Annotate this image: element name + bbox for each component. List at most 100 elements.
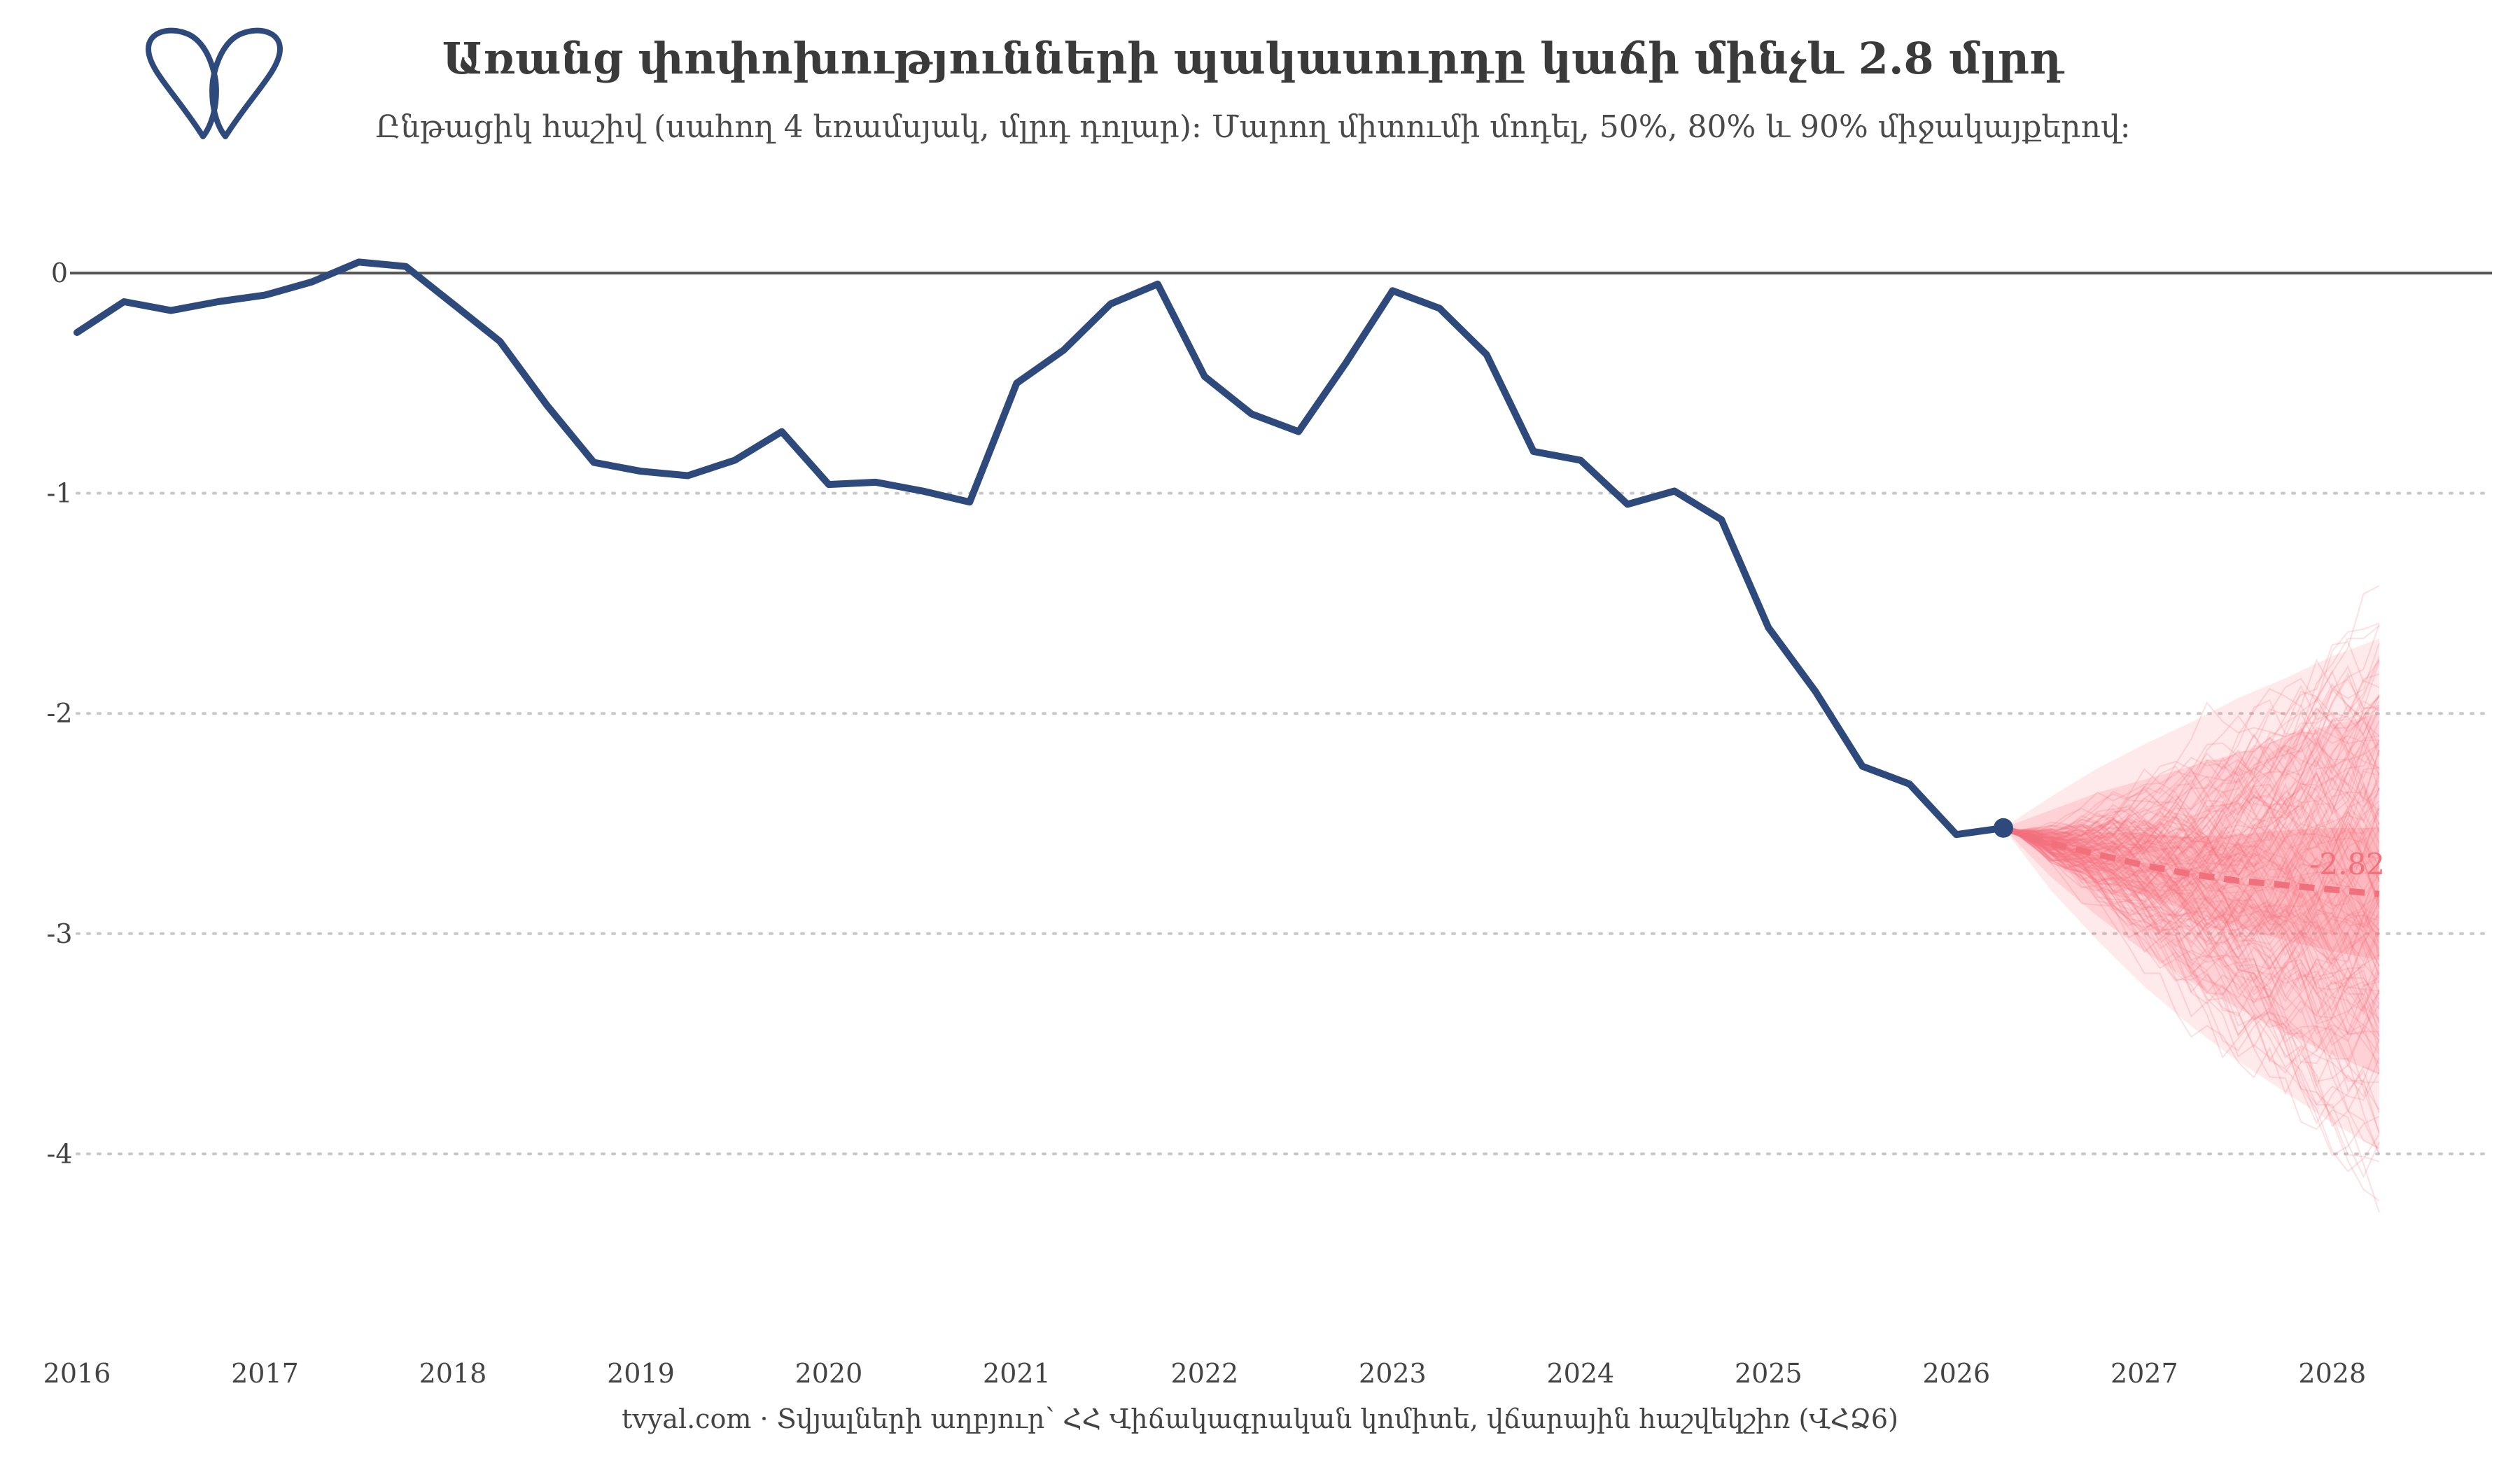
- simulation-path: [2003, 782, 2380, 892]
- simulation-path: [2003, 827, 2380, 942]
- simulation-path: [2003, 827, 2380, 935]
- simulation-path: [2003, 746, 2380, 854]
- simulation-path: [2003, 820, 2380, 1064]
- simulation-path: [2003, 827, 2380, 951]
- simulation-path: [2003, 735, 2380, 874]
- simulation-path: [2003, 827, 2380, 1024]
- simulation-path: [2003, 750, 2380, 852]
- last-observation-point: [1993, 818, 2013, 838]
- simulation-path: [2003, 810, 2380, 884]
- simulation-path: [2003, 827, 2380, 1155]
- simulation-path: [2003, 704, 2380, 853]
- simulation-path: [2003, 696, 2380, 843]
- simulation-path: [2003, 827, 2380, 1202]
- simulation-path: [2003, 708, 2380, 878]
- simulation-path: [2003, 782, 2380, 875]
- simulation-path: [2003, 827, 2380, 948]
- simulation-path: [2003, 820, 2380, 959]
- simulation-path: [2003, 706, 2380, 889]
- y-tick-label: -2: [46, 698, 72, 729]
- simulation-path: [2003, 827, 2380, 1028]
- x-tick-label: 2024: [1547, 1358, 1615, 1389]
- simulation-path: [2003, 827, 2380, 950]
- simulation-path: [2003, 827, 2380, 920]
- simulation-path: [2003, 827, 2380, 986]
- simulation-path: [2003, 810, 2380, 909]
- simulation-path: [2003, 584, 2380, 864]
- simulation-path: [2003, 827, 2380, 1011]
- simulation-path: [2003, 672, 2380, 872]
- simulation-path: [2003, 827, 2380, 1113]
- simulation-path: [2003, 625, 2380, 874]
- tvyal-logo-icon: [146, 27, 283, 139]
- simulation-path: [2003, 827, 2379, 1035]
- simulation-path: [2003, 827, 2380, 947]
- simulation-path: [2003, 673, 2380, 850]
- simulation-path: [2003, 788, 2380, 865]
- simulation-path: [2003, 821, 2380, 908]
- simulation-path: [2003, 827, 2380, 954]
- simulation-path: [2003, 736, 2380, 836]
- simulation-path: [2003, 682, 2380, 855]
- simulation-path: [2003, 827, 2380, 937]
- simulation-path: [2003, 704, 2380, 853]
- simulation-path: [2003, 827, 2380, 1037]
- x-tick-label: 2027: [2110, 1358, 2178, 1389]
- simulation-path: [2003, 771, 2380, 937]
- simulation-path: [2003, 729, 2380, 870]
- simulation-path: [2003, 688, 2380, 845]
- y-axis-ticks: 0 -1 -2 -3 -4: [46, 258, 72, 1169]
- simulation-path: [2003, 640, 2380, 873]
- simulation-path: [2003, 783, 2380, 876]
- simulation-path: [2003, 827, 2380, 1179]
- forecast-band-50: [2003, 827, 2379, 960]
- simulation-path: [2003, 818, 2380, 1000]
- simulation-path: [2003, 827, 2380, 1133]
- simulation-path: [2003, 827, 2380, 1030]
- x-tick-label: 2025: [1735, 1358, 1802, 1389]
- simulation-path: [2003, 695, 2380, 870]
- chart-subtitle: Ընթացիկ հաշիվ (սահող 4 եռամսյակ, մլրդ դո…: [375, 109, 2130, 145]
- simulation-path: [2003, 755, 2380, 878]
- simulation-path: [2003, 827, 2380, 1125]
- simulation-path: [2003, 827, 2380, 1011]
- x-tick-label: 2020: [795, 1358, 863, 1389]
- simulation-path: [2003, 643, 2380, 836]
- simulation-path: [2003, 823, 2380, 922]
- simulation-path: [2003, 745, 2380, 852]
- simulation-path: [2003, 769, 2380, 880]
- simulation-path: [2003, 827, 2380, 1042]
- simulation-path: [2003, 804, 2380, 930]
- simulation-path: [2003, 824, 2380, 931]
- simulation-path: [2003, 827, 2380, 990]
- annotations: -2.82: [2309, 847, 2385, 881]
- simulation-path: [2003, 694, 2380, 843]
- simulation-path: [2003, 827, 2380, 1172]
- simulation-path: [2003, 804, 2380, 967]
- simulation-path: [2003, 701, 2380, 839]
- simulation-path: [2003, 827, 2380, 1088]
- x-axis-ticks: 2016 2017 2018 2019 2020 2021 2022 2023 2024 2025…: [43, 1358, 2367, 1389]
- simulation-path: [2003, 802, 2380, 909]
- simulation-path: [2003, 827, 2380, 1106]
- simulation-path: [2003, 827, 2380, 995]
- forecast-band-80: [2003, 713, 2379, 1075]
- simulation-path: [2003, 665, 2380, 848]
- forecast-median-line: [2002, 825, 2380, 897]
- simulation-path: [2003, 827, 2380, 930]
- simulation-path: [2003, 827, 2379, 1084]
- simulation-path: [2003, 783, 2380, 881]
- simulation-path: [2003, 827, 2380, 1041]
- simulation-path: [2003, 622, 2380, 844]
- forecast-band-90: [2003, 638, 2379, 1150]
- simulation-path: [2003, 822, 2380, 1065]
- x-tick-label: 2019: [607, 1358, 675, 1389]
- simulation-path: [2003, 694, 2380, 862]
- x-tick-label: 2026: [1922, 1358, 1990, 1389]
- simulation-path: [2003, 736, 2380, 864]
- simulation-path: [2003, 750, 2380, 832]
- x-tick-label: 2028: [2298, 1358, 2366, 1389]
- x-tick-label: 2023: [1359, 1358, 1427, 1389]
- simulation-path: [2003, 658, 2379, 858]
